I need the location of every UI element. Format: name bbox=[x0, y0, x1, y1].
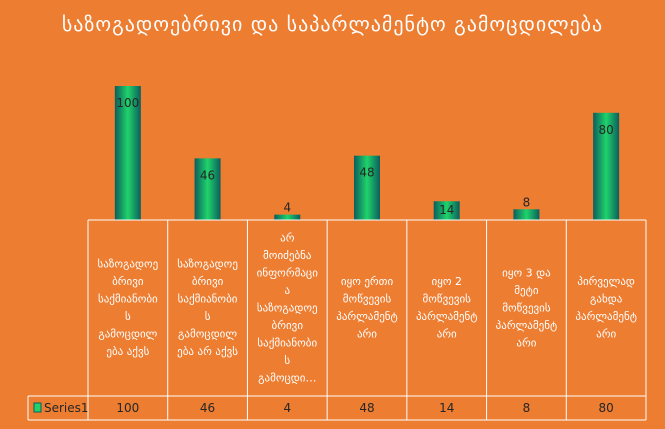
data-label-1: 100 bbox=[116, 96, 139, 110]
data-label-3: 4 bbox=[283, 201, 291, 215]
series-name: Series1 bbox=[44, 401, 89, 415]
data-label-7: 80 bbox=[599, 123, 614, 137]
bar-1 bbox=[114, 86, 141, 220]
table-value-4: 48 bbox=[359, 401, 374, 415]
bar-2 bbox=[194, 158, 221, 220]
bar-4 bbox=[354, 155, 380, 220]
category-label-2: საზოგადოე ბრივი საქმიანობი ს გამოცდილ ება არ … bbox=[177, 258, 238, 359]
legend-key bbox=[33, 402, 42, 413]
table-value-2: 46 bbox=[200, 401, 215, 415]
category-label-6: იყო 3 და მეტი მოწვევის პარლამენტ არი bbox=[496, 266, 558, 349]
bar-6 bbox=[513, 209, 540, 220]
table-value-1: 100 bbox=[116, 401, 139, 415]
bar-3 bbox=[274, 214, 301, 220]
category-label-4: იყო ერთი მოწვევის პარლამენტ არი bbox=[336, 275, 398, 341]
data-label-6: 8 bbox=[523, 195, 531, 209]
table-value-7: 80 bbox=[599, 401, 614, 415]
data-label-5: 14 bbox=[439, 203, 454, 217]
chart-title: საზოგადოებრივი და საპარლამენტო გამოცდილე… bbox=[61, 12, 604, 36]
category-label-1: საზოგადოე ბრივი საქმიანობი ს გამოცდილ ება აქვ… bbox=[98, 258, 159, 359]
table-value-5: 14 bbox=[439, 401, 454, 415]
table-value-3: 4 bbox=[283, 401, 291, 415]
bar-7 bbox=[593, 112, 620, 220]
data-label-4: 48 bbox=[359, 166, 374, 180]
bar-5 bbox=[433, 201, 460, 220]
table-value-6: 8 bbox=[523, 401, 531, 415]
category-label-5: იყო 2 მოწვევის პარლამენტ არი bbox=[416, 275, 478, 341]
category-label-3: არ მოიძებნა ინფორმაცი ა საზოგადოე ბრივი საქმია… bbox=[257, 231, 319, 384]
data-label-2: 46 bbox=[200, 168, 215, 182]
category-label-7: პირველად გახდა პარლამენტ არი bbox=[575, 275, 637, 341]
